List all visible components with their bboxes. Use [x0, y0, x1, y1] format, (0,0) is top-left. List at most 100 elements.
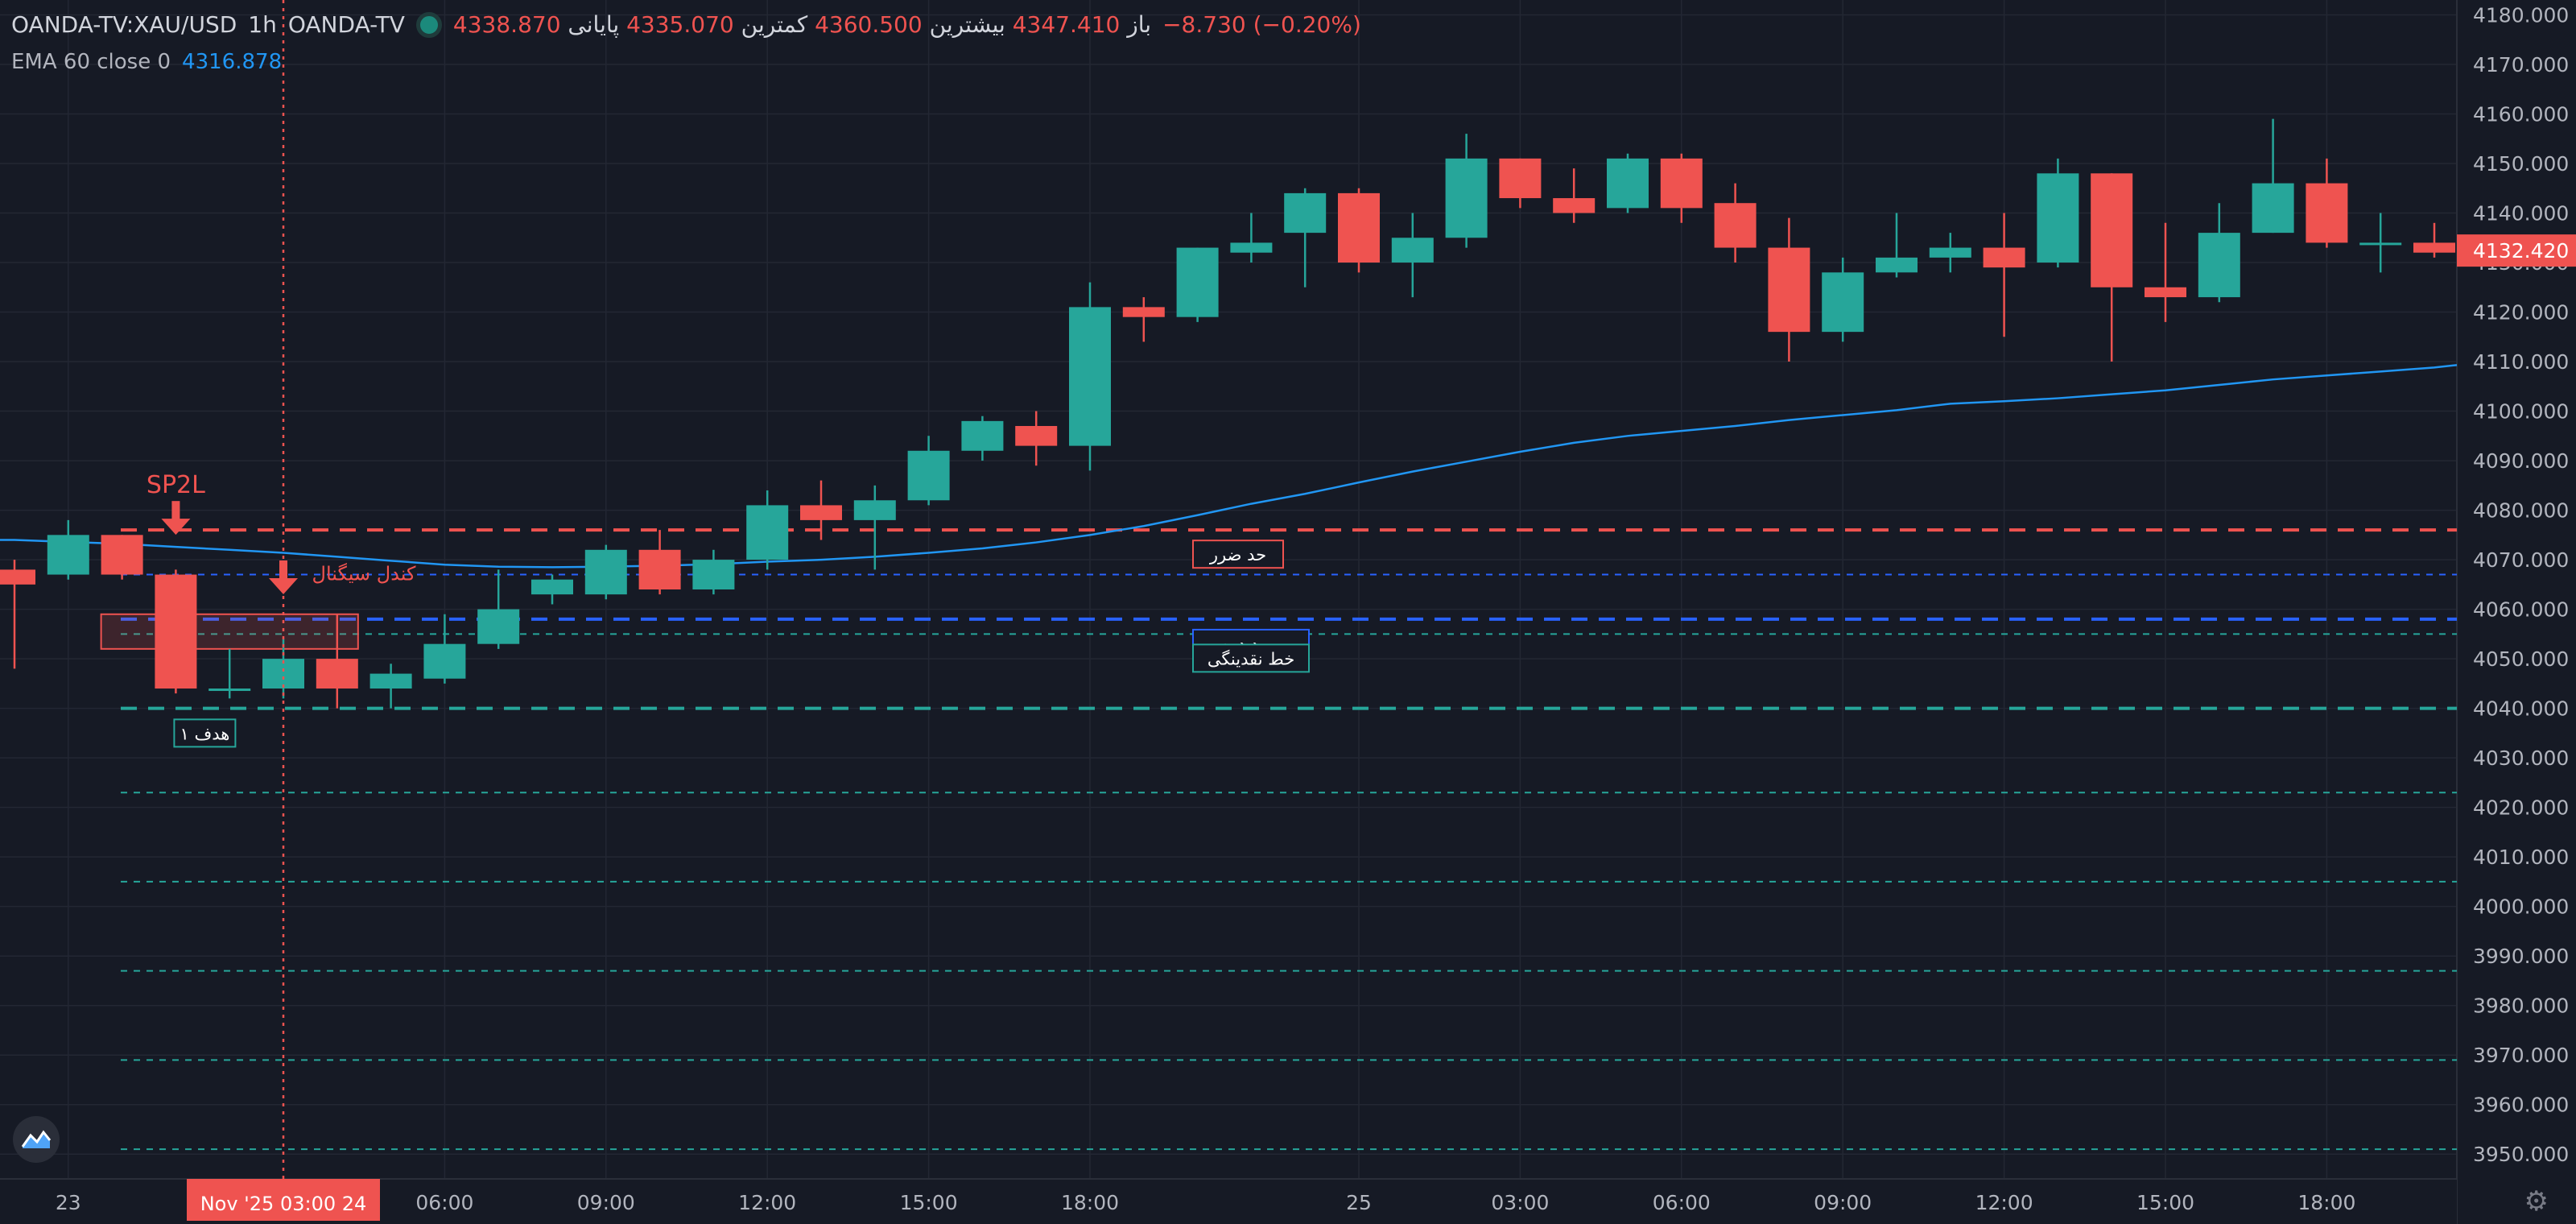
- candle[interactable]: [316, 614, 358, 709]
- time-axis[interactable]: [0, 1179, 2457, 1224]
- candle[interactable]: [692, 549, 735, 595]
- tradingview-logo-icon[interactable]: [13, 1116, 60, 1163]
- last-price-badge: [2457, 234, 2576, 267]
- candle[interactable]: [208, 648, 251, 699]
- symbol-name[interactable]: OANDA-TV:XAU/USD: [11, 11, 237, 38]
- candle[interactable]: [1929, 233, 1971, 273]
- candle[interactable]: [1822, 257, 1864, 342]
- open-value: 4347.410: [1012, 11, 1121, 38]
- y-tick-label: 4020.000: [2473, 796, 2569, 820]
- candle[interactable]: [1876, 213, 1918, 278]
- y-tick-label: 3990.000: [2473, 945, 2569, 968]
- candle[interactable]: [907, 436, 950, 506]
- label-box: [1192, 540, 1284, 569]
- candle[interactable]: [1391, 213, 1434, 298]
- candle-body: [1445, 158, 1488, 238]
- x-tick-label: 06:00: [415, 1191, 473, 1214]
- candle-body: [2252, 183, 2294, 234]
- candle-body: [2037, 173, 2079, 263]
- open-label: باز: [1127, 11, 1152, 38]
- candle-body: [2413, 242, 2455, 253]
- close-value: 4338.870: [452, 11, 561, 38]
- y-tick-label: 4170.000: [2473, 53, 2569, 76]
- candle[interactable]: [1714, 183, 1757, 263]
- x-tick-label: 18:00: [1061, 1191, 1119, 1214]
- candle[interactable]: [47, 519, 89, 580]
- candle-body: [2198, 233, 2240, 298]
- x-tick-label: 15:00: [2136, 1191, 2194, 1214]
- candle[interactable]: [638, 530, 681, 595]
- candle[interactable]: [0, 560, 35, 669]
- level-label[interactable]: خط نقدینگی: [1192, 643, 1310, 673]
- crosshair-time-badge: [187, 1179, 380, 1221]
- candle[interactable]: [2306, 158, 2348, 248]
- candle-body: [1607, 158, 1649, 209]
- y-tick-label: 4010.000: [2473, 846, 2569, 869]
- candle[interactable]: [584, 544, 627, 600]
- candle-body: [1768, 247, 1810, 333]
- candle-body: [853, 500, 896, 520]
- candle[interactable]: [2145, 222, 2186, 322]
- x-tick-label: 25: [1346, 1191, 1372, 1214]
- market-status-icon[interactable]: [415, 11, 442, 38]
- candle[interactable]: [746, 490, 789, 570]
- candle[interactable]: [1284, 188, 1327, 287]
- candle-body: [1876, 257, 1918, 273]
- candle[interactable]: [1338, 188, 1380, 273]
- signal-zone-rectangle[interactable]: [100, 613, 359, 650]
- candle[interactable]: [2198, 203, 2240, 303]
- candle[interactable]: [1660, 153, 1703, 223]
- y-tick-label: 4000.000: [2473, 895, 2569, 919]
- candle[interactable]: [1607, 153, 1649, 213]
- candle-body: [101, 535, 143, 575]
- candle[interactable]: [2037, 158, 2079, 268]
- candle[interactable]: [423, 614, 466, 684]
- candle-body: [0, 569, 35, 585]
- candle[interactable]: [1122, 297, 1165, 342]
- candle[interactable]: [101, 535, 143, 580]
- y-tick-label: 4140.000: [2473, 202, 2569, 225]
- candle[interactable]: [2091, 173, 2133, 362]
- arrow-shaft: [171, 501, 180, 521]
- label-text: هدف ۱: [180, 724, 229, 743]
- candle[interactable]: [1983, 213, 2025, 337]
- change-value: −8.730 (−0.20%): [1162, 11, 1361, 38]
- candle[interactable]: [155, 569, 197, 694]
- candle[interactable]: [1445, 134, 1488, 248]
- candle[interactable]: [853, 485, 896, 570]
- candle[interactable]: [961, 416, 1004, 461]
- candle[interactable]: [1499, 158, 1542, 209]
- y-tick-label: 4030.000: [2473, 746, 2569, 770]
- candle[interactable]: [1553, 168, 1596, 223]
- candle[interactable]: [1768, 217, 1810, 362]
- candle-body: [1822, 272, 1864, 333]
- candle-body: [800, 505, 842, 520]
- candle[interactable]: [1176, 247, 1219, 322]
- candle[interactable]: [2413, 222, 2455, 258]
- label-text: خط نقدینگی: [1208, 649, 1294, 668]
- source-label: OANDA-TV: [287, 11, 405, 38]
- indicator-legend[interactable]: EMA 60 close 0 4316.878: [11, 50, 282, 74]
- candle-body: [1714, 203, 1757, 248]
- price-axis[interactable]: [2457, 0, 2576, 1224]
- level-label[interactable]: حد ضرر: [1192, 540, 1284, 569]
- candle[interactable]: [1015, 411, 1058, 466]
- candle[interactable]: [1069, 282, 1111, 471]
- candle[interactable]: [477, 569, 520, 649]
- target-1-label[interactable]: هدف ۱: [173, 718, 237, 748]
- candle[interactable]: [531, 574, 573, 605]
- candle[interactable]: [369, 664, 412, 709]
- candle[interactable]: [2252, 118, 2294, 234]
- label-box: [1192, 643, 1310, 673]
- candle-body: [1069, 307, 1111, 446]
- high-value: 4360.500: [815, 11, 923, 38]
- candle-body: [262, 659, 304, 689]
- candle-body: [1284, 192, 1327, 234]
- candle[interactable]: [1230, 213, 1273, 263]
- candle[interactable]: [2359, 213, 2402, 273]
- gear-icon[interactable]: ⚙: [2524, 1185, 2549, 1218]
- candle[interactable]: [800, 480, 842, 540]
- interval-label[interactable]: 1h: [248, 11, 277, 38]
- candle-body: [477, 609, 520, 644]
